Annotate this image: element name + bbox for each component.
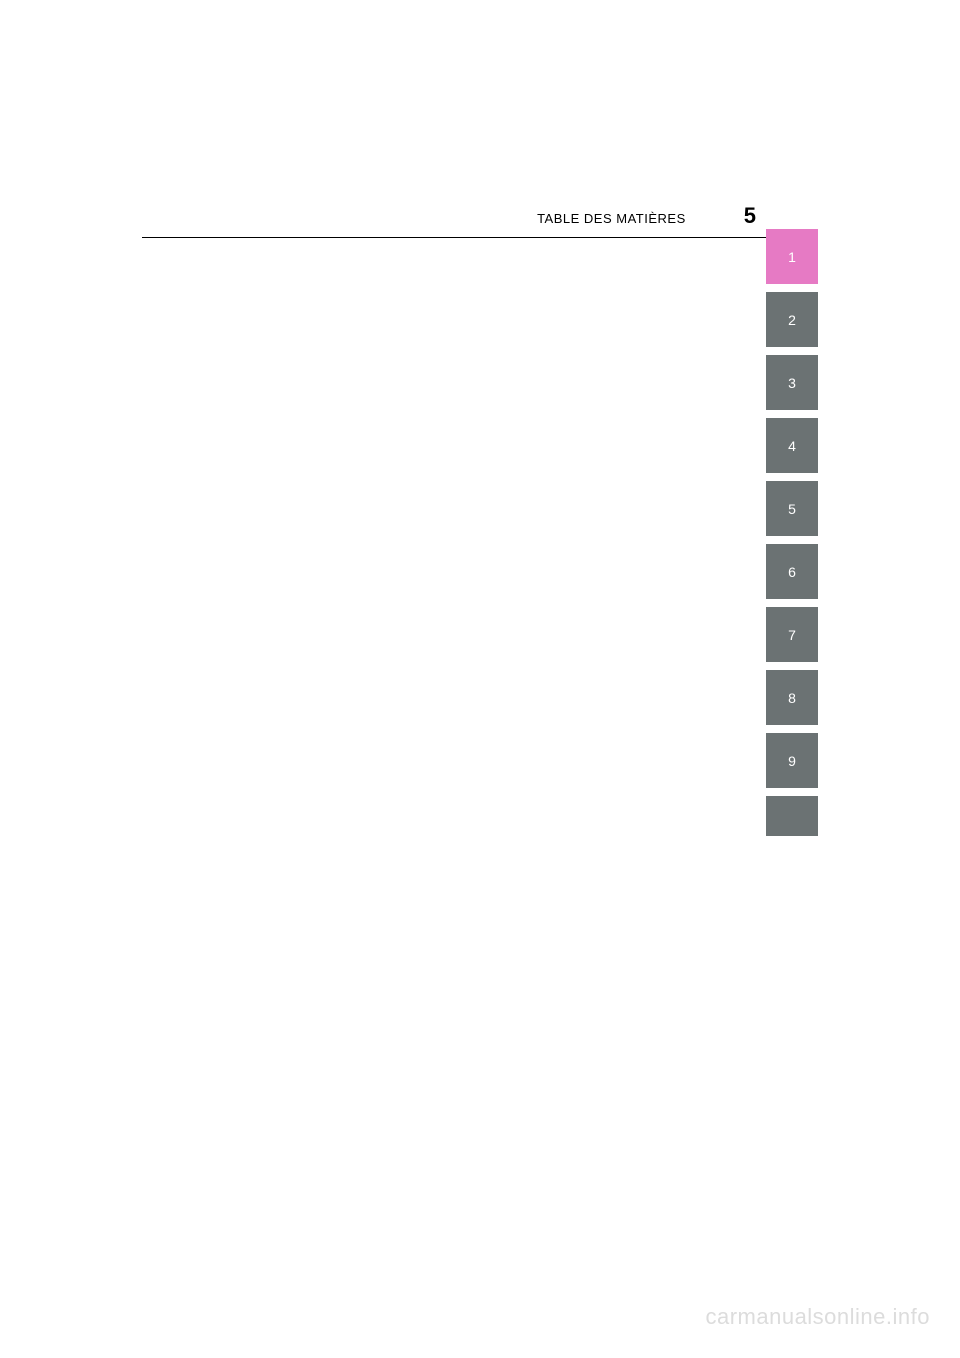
tab-label: 7 (788, 627, 796, 643)
header-title: TABLE DES MATIÈRES (537, 211, 686, 226)
tab-label: 9 (788, 753, 796, 769)
tab-label: 4 (788, 438, 796, 454)
tab-blank (766, 796, 818, 836)
page-number: 5 (744, 203, 756, 229)
tab-label: 1 (788, 249, 796, 265)
tab-label: 8 (788, 690, 796, 706)
header-content: TABLE DES MATIÈRES 5 (142, 203, 818, 229)
tab-label: 3 (788, 375, 796, 391)
tab-5[interactable]: 5 (766, 481, 818, 536)
tab-2[interactable]: 2 (766, 292, 818, 347)
tab-4[interactable]: 4 (766, 418, 818, 473)
tabs-container: 1 2 3 4 5 6 7 8 9 (766, 229, 818, 836)
tab-label: 5 (788, 501, 796, 517)
tab-8[interactable]: 8 (766, 670, 818, 725)
tab-3[interactable]: 3 (766, 355, 818, 410)
tab-6[interactable]: 6 (766, 544, 818, 599)
header-area: TABLE DES MATIÈRES 5 (142, 203, 818, 238)
tab-1[interactable]: 1 (766, 229, 818, 284)
tab-label: 6 (788, 564, 796, 580)
tab-label: 2 (788, 312, 796, 328)
watermark: carmanualsonline.info (705, 1304, 930, 1330)
tab-9[interactable]: 9 (766, 733, 818, 788)
tab-7[interactable]: 7 (766, 607, 818, 662)
page-container: TABLE DES MATIÈRES 5 1 2 3 4 5 6 7 8 9 (0, 0, 960, 1358)
